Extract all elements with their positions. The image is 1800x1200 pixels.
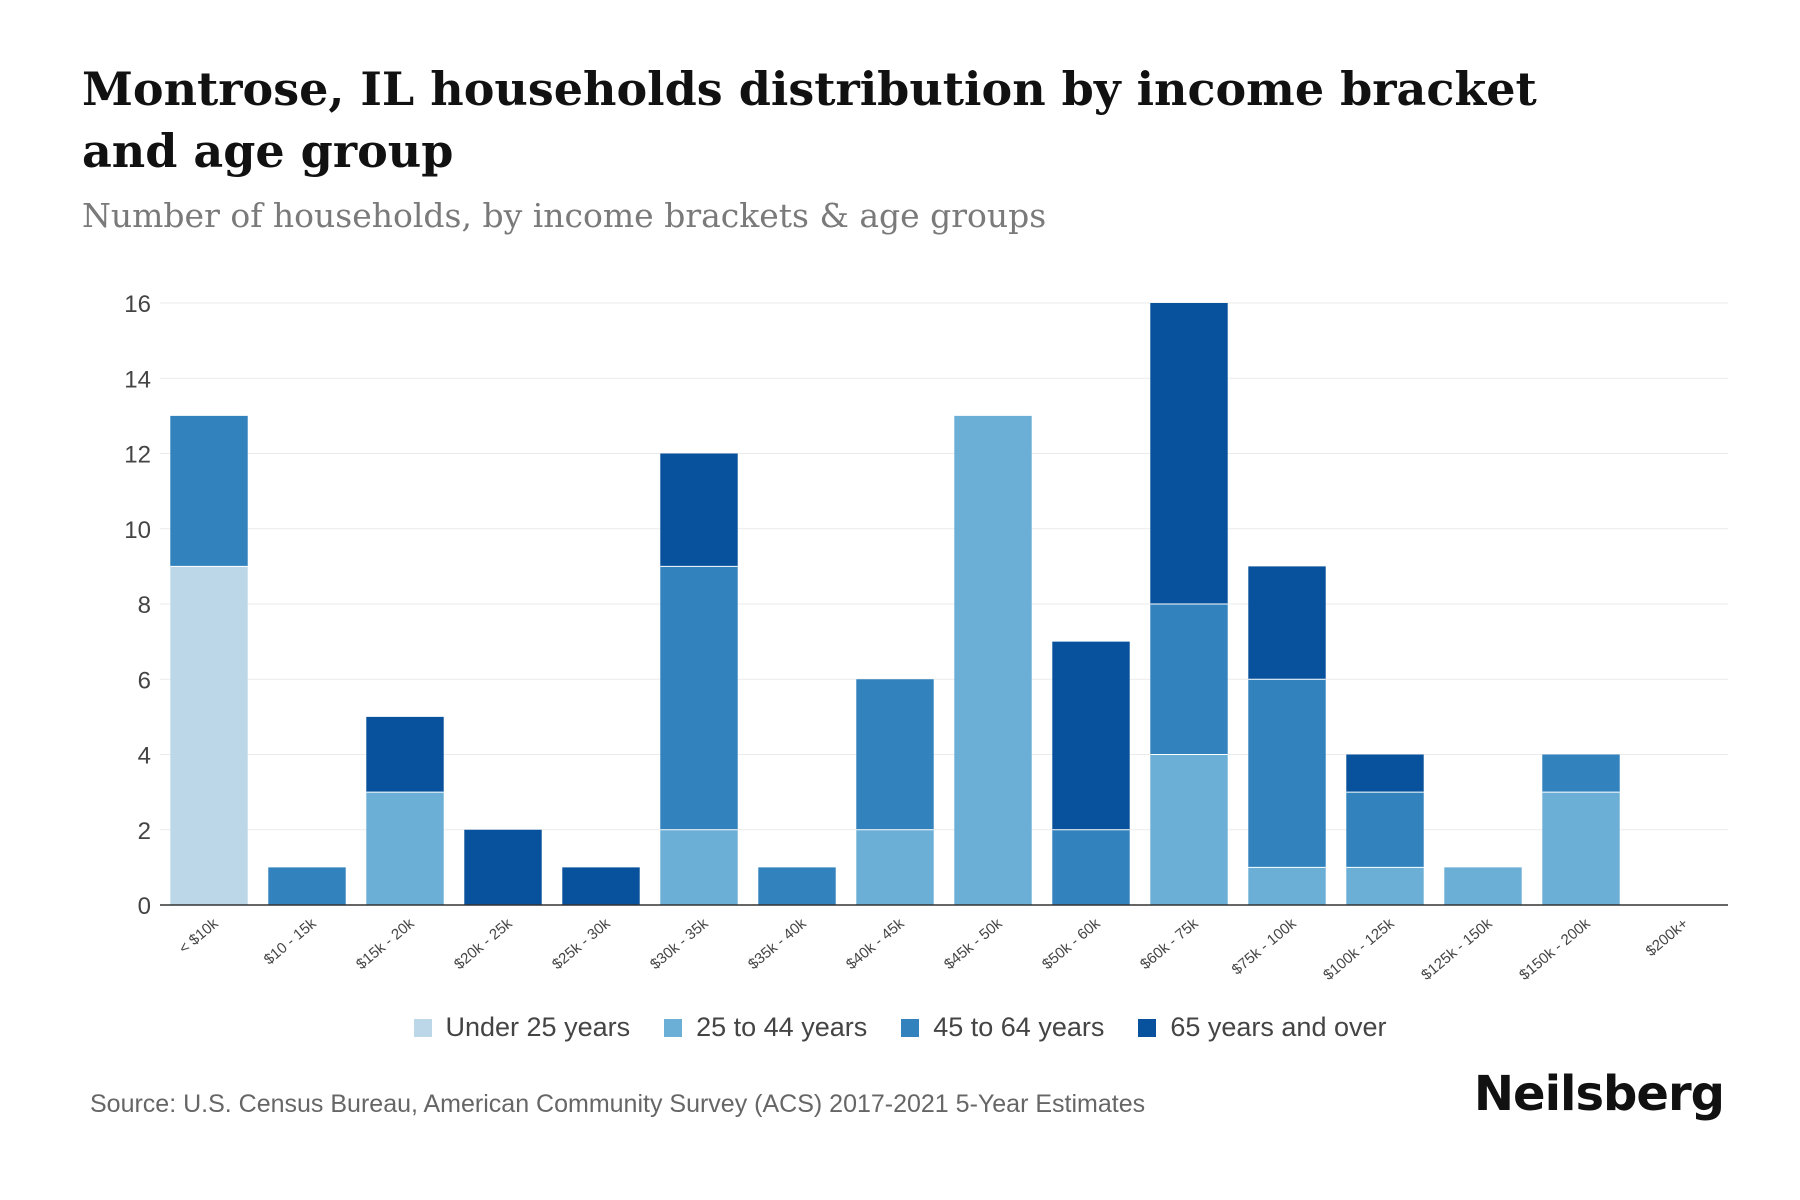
x-tick-label: $35k - 40k [745, 915, 810, 973]
bar-segment [954, 415, 1032, 905]
x-tick-label: $200k+ [1643, 915, 1692, 960]
y-tick-label: 12 [124, 442, 151, 469]
y-tick-label: 0 [138, 893, 151, 920]
legend-swatch [1138, 1018, 1157, 1037]
chart-subtitle: Number of households, by income brackets… [82, 196, 1047, 235]
legend-item: 65 years and over [1138, 1012, 1387, 1043]
bar-segment [366, 716, 444, 793]
bar-segment [1542, 792, 1620, 905]
x-tick-label: $50k - 60k [1039, 915, 1104, 973]
stacked-bar-chart: 0 2 4 6 8 10 12 14 16 < $10k $10 - 15k $15k - 20k $2… [124, 291, 1728, 984]
brand-logo: Neilsberg [1473, 1066, 1725, 1122]
legend-item: 25 to 44 years [664, 1012, 867, 1043]
legend-label: 25 to 44 years [696, 1012, 868, 1042]
bar-segment [1248, 679, 1326, 868]
x-tick-label: $125k - 150k [1418, 915, 1496, 984]
x-tick-label: $40k - 45k [843, 915, 908, 973]
bar-segment [1052, 829, 1130, 905]
x-tick-label: $15k - 20k [353, 915, 418, 973]
bar-segment [660, 566, 738, 830]
bar-segment [1346, 867, 1424, 905]
bar-segment [1150, 604, 1228, 755]
chart-title: Montrose, IL households distribution by … [82, 62, 1537, 178]
y-tick-label: 16 [124, 291, 151, 318]
bar-segment [1542, 754, 1620, 793]
bar-segment [856, 679, 934, 830]
bar-segment [1444, 867, 1522, 905]
bar-segment [170, 415, 248, 567]
bar-segment [562, 867, 640, 905]
x-tick-label: $25k - 30k [549, 915, 614, 973]
y-tick-label: 4 [138, 743, 151, 770]
bar-segment [758, 867, 836, 905]
legend-item: Under 25 years [413, 1012, 631, 1043]
y-tick-label: 14 [124, 366, 151, 393]
legend-label: Under 25 years [445, 1012, 631, 1042]
chart-legend: Under 25 years 25 to 44 years 45 to 64 yea… [0, 1012, 1800, 1043]
legend-item: 45 to 64 years [901, 1012, 1104, 1043]
x-tick-label: $60k - 75k [1137, 915, 1202, 973]
bar-segment [366, 792, 444, 905]
bar-segment [660, 453, 738, 567]
bar-segment [856, 829, 934, 905]
legend-label: 45 to 64 years [933, 1012, 1105, 1042]
y-tick-label: 8 [138, 592, 151, 619]
bar-segment [1150, 754, 1228, 905]
x-tick-label: $45k - 50k [941, 915, 1006, 973]
bar-segment [170, 566, 248, 905]
x-tick-label: $20k - 25k [451, 915, 516, 973]
x-tick-label: $30k - 35k [647, 915, 712, 973]
bar-segment [660, 829, 738, 905]
x-tick-label: < $10k [176, 915, 222, 958]
x-tick-label: $75k - 100k [1229, 915, 1300, 979]
y-tick-label: 6 [138, 667, 151, 694]
bar-segment [268, 867, 346, 905]
legend-swatch [664, 1018, 683, 1037]
bar-segment [1150, 303, 1228, 604]
bar-segment [1248, 566, 1326, 680]
source-note: Source: U.S. Census Bureau, American Com… [90, 1090, 1146, 1118]
x-tick-label: $10 - 15k [261, 915, 320, 969]
bar-segment [1248, 867, 1326, 905]
y-tick-label: 10 [124, 517, 151, 544]
bar-segment [1346, 792, 1424, 868]
y-tick-label: 2 [138, 818, 151, 845]
x-tick-label: $150k - 200k [1516, 915, 1594, 984]
bar-segment [1346, 754, 1424, 793]
legend-swatch [901, 1018, 920, 1037]
bar-segment [464, 829, 542, 905]
x-tick-label: $100k - 125k [1320, 915, 1398, 984]
bar-segment [1052, 641, 1130, 830]
legend-label: 65 years and over [1170, 1012, 1387, 1042]
legend-swatch [413, 1018, 432, 1037]
